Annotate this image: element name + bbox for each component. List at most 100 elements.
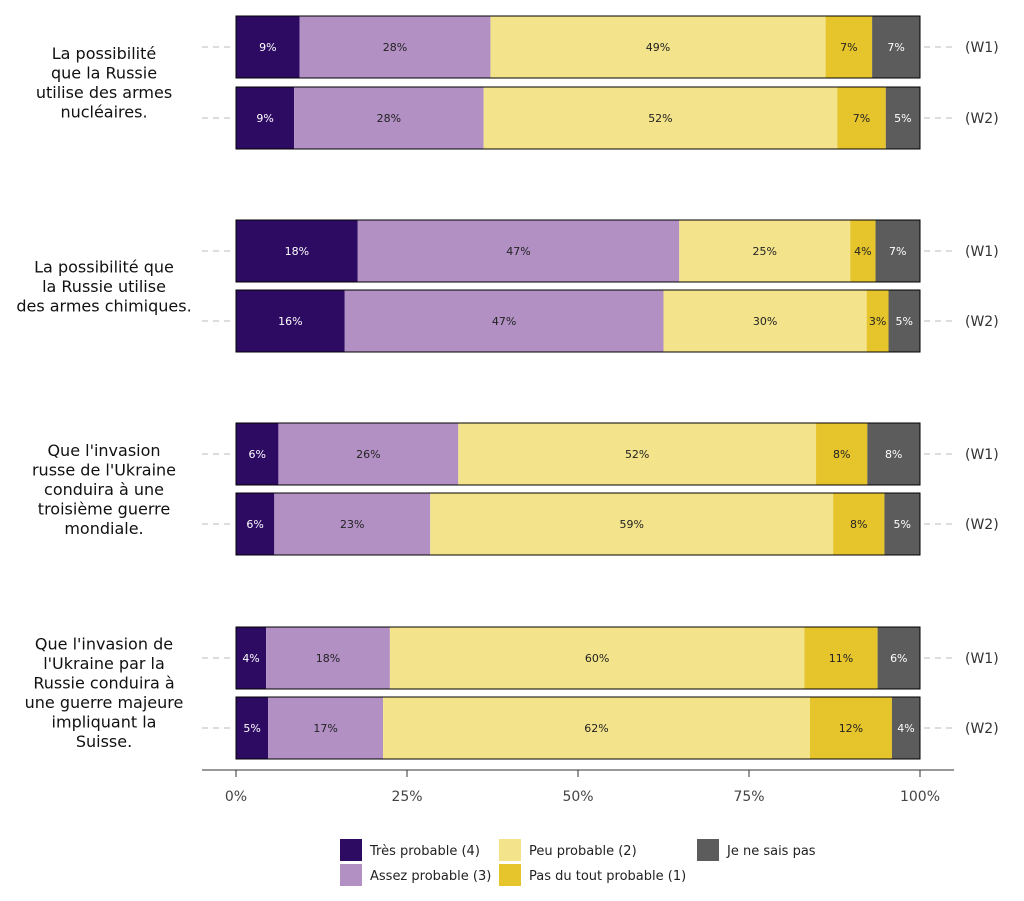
bar-segment (266, 627, 390, 689)
legend-swatch (697, 839, 719, 861)
x-tick-label: 75% (733, 789, 764, 805)
bar-outline (235, 219, 921, 283)
bar-segment (884, 493, 920, 555)
data-label: 4% (897, 722, 914, 735)
bar-segment (268, 697, 384, 759)
bar-segment (483, 87, 838, 149)
bar-outline (235, 626, 921, 690)
bar-segment (850, 220, 876, 282)
bar-segment (663, 290, 867, 352)
data-label: 4% (854, 245, 871, 258)
data-label: 8% (833, 448, 850, 461)
data-label: 25% (753, 245, 777, 258)
legend-swatch (340, 864, 362, 886)
data-label: 6% (890, 652, 907, 665)
data-label: 5% (894, 112, 911, 125)
bar-segment (872, 16, 920, 78)
bar-segment (885, 87, 920, 149)
bar-segment (891, 697, 920, 759)
data-label: 28% (383, 41, 407, 54)
bar-segment (236, 87, 295, 149)
wave-label: (W1) (965, 244, 999, 260)
data-label: 8% (850, 518, 867, 531)
bar-segment (837, 87, 886, 149)
data-label: 9% (259, 41, 276, 54)
bar-outline (235, 86, 921, 150)
data-label: 49% (646, 41, 670, 54)
bar-outline (235, 422, 921, 486)
legend-label: Peu probable (2) (529, 844, 637, 859)
data-label: 5% (243, 722, 260, 735)
bar-segment (236, 697, 269, 759)
bar-segment (383, 697, 810, 759)
legend-label: Assez probable (3) (370, 869, 491, 884)
data-label: 62% (584, 722, 608, 735)
legend-swatch (499, 839, 521, 861)
bar-segment (833, 493, 885, 555)
bar-segment (274, 493, 431, 555)
legend-swatch (499, 864, 521, 886)
x-tick-label: 50% (562, 789, 593, 805)
data-label: 26% (356, 448, 380, 461)
bar-segment (877, 627, 920, 689)
data-label: 11% (829, 652, 853, 665)
data-label: 3% (869, 315, 886, 328)
legend-label: Très probable (4) (369, 844, 480, 859)
bar-segment (357, 220, 680, 282)
data-label: 18% (316, 652, 340, 665)
data-label: 4% (242, 652, 259, 665)
data-label: 18% (285, 245, 309, 258)
bar-segment (867, 423, 920, 485)
bar-segment (344, 290, 664, 352)
wave-label: (W1) (965, 447, 999, 463)
bar-segment (816, 423, 868, 485)
data-label: 9% (256, 112, 273, 125)
legend-label: Pas du tout probable (1) (529, 869, 686, 884)
legend-label: Je ne sais pas (726, 844, 816, 859)
bar-outline (235, 15, 921, 79)
bar-segment (236, 16, 300, 78)
data-label: 52% (648, 112, 672, 125)
wave-label: (W2) (965, 111, 999, 127)
wave-label: (W2) (965, 517, 999, 533)
wave-label: (W2) (965, 721, 999, 737)
data-label: 23% (340, 518, 364, 531)
bar-segment (825, 16, 873, 78)
bar-segment (888, 290, 920, 352)
category-label: La possibilité que la Russie utilise des a… (36, 44, 172, 122)
data-label: 6% (246, 518, 263, 531)
bar-segment (294, 87, 484, 149)
bar-segment (679, 220, 851, 282)
bar-segment (866, 290, 889, 352)
data-label: 52% (625, 448, 649, 461)
data-label: 47% (492, 315, 516, 328)
bar-segment (278, 423, 459, 485)
x-tick-label: 100% (900, 789, 940, 805)
category-label: Que l'invasion de l'Ukraine par la Russie … (25, 634, 184, 751)
x-tick-label: 25% (391, 789, 422, 805)
legend-swatch (340, 839, 362, 861)
data-label: 7% (853, 112, 870, 125)
data-label: 6% (248, 448, 265, 461)
bar-segment (236, 423, 279, 485)
bar-segment (490, 16, 826, 78)
category-label: Que l'invasion russe de l'Ukraine conduira… (32, 441, 176, 538)
data-label: 7% (840, 41, 857, 54)
bar-outline (235, 289, 921, 353)
wave-label: (W2) (965, 314, 999, 330)
bar-segment (875, 220, 920, 282)
data-label: 7% (887, 41, 904, 54)
data-label: 16% (278, 315, 302, 328)
bar-segment (809, 697, 892, 759)
bar-segment (804, 627, 878, 689)
wave-label: (W1) (965, 651, 999, 667)
bar-segment (236, 220, 358, 282)
wave-label: (W1) (965, 40, 999, 56)
x-tick-label: 0% (225, 789, 247, 805)
category-label: La possibilité que la Russie utilise des a… (16, 258, 191, 316)
data-label: 47% (506, 245, 530, 258)
data-label: 5% (893, 518, 910, 531)
data-label: 5% (896, 315, 913, 328)
data-label: 59% (619, 518, 643, 531)
